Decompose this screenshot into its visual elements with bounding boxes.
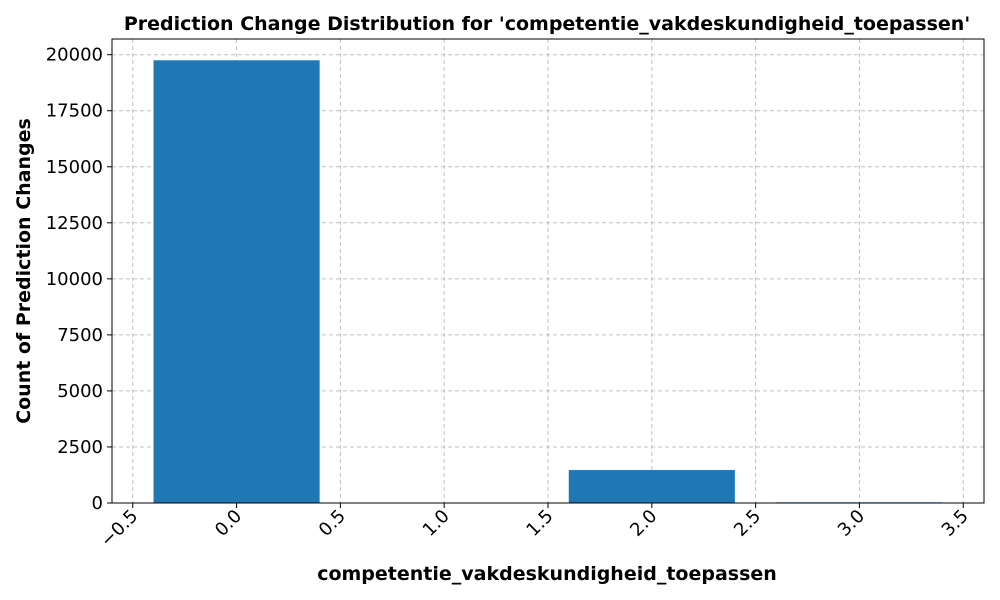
- x-tick-label-3: 1.0: [419, 506, 454, 541]
- y-tick-label-8: 20000: [46, 45, 103, 66]
- y-tick-label-5: 12500: [46, 213, 103, 234]
- y-tick-label-1: 2500: [57, 437, 103, 458]
- x-tick-label-6: 2.5: [730, 506, 765, 541]
- x-tick-label-5: 2.0: [626, 506, 661, 541]
- y-tick-label-4: 10000: [46, 269, 103, 290]
- x-tick-label-1: 0.0: [211, 506, 246, 541]
- y-axis-label: Count of Prediction Changes: [13, 118, 35, 424]
- bars: [153, 60, 943, 504]
- y-tick-label-7: 17500: [46, 101, 103, 122]
- y-axis-ticks: 0 2500 5000 7500 10000 12500 15000 17500 20000: [46, 45, 112, 514]
- x-axis-label: competentie_vakdeskundigheid_toepassen: [317, 563, 777, 585]
- x-tick-label-7: 3.0: [834, 506, 869, 541]
- y-tick-label-0: 0: [92, 493, 103, 514]
- x-tick-label-0: −0.5: [97, 506, 143, 552]
- x-tick-label-4: 1.5: [522, 506, 557, 541]
- x-tick-label-2: 0.5: [315, 506, 350, 541]
- y-tick-label-3: 7500: [57, 325, 103, 346]
- bar-0: [153, 60, 320, 504]
- y-tick-label-2: 5000: [57, 381, 103, 402]
- bar-1: [568, 470, 735, 503]
- y-tick-label-6: 15000: [46, 157, 103, 178]
- chart-title: Prediction Change Distribution for 'comp…: [124, 13, 970, 35]
- x-tick-label-8: 3.5: [938, 506, 973, 541]
- x-axis-ticks: −0.5 0.0 0.5 1.0 1.5 2.0 2.5 3.0 3.5: [97, 503, 973, 551]
